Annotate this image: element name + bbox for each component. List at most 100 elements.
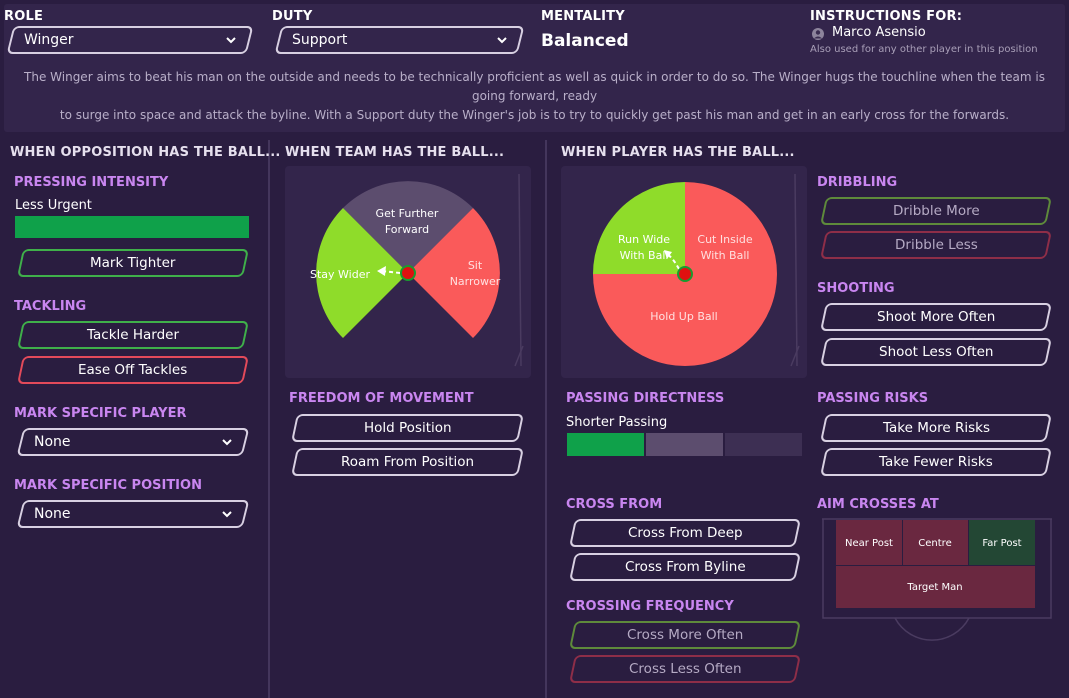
button-label: Roam From Position — [340, 454, 475, 470]
wheel-label-stay-wider: Stay Wider — [310, 268, 370, 281]
passing-directness-segment[interactable] — [567, 433, 644, 456]
button-label: Cross Less Often — [628, 661, 742, 677]
wheel-label-run-wide: Run Wide — [618, 233, 670, 246]
passing-directness-title: PASSING DIRECTNESS — [566, 391, 725, 406]
player-position-marker[interactable] — [677, 266, 693, 282]
mark-specific-position-title: MARK SPECIFIC POSITION — [14, 478, 202, 493]
wheel-label-cut-inside: Cut Inside — [697, 233, 752, 246]
player-name[interactable]: Marco Asensio — [832, 25, 926, 40]
arrow-head-icon — [377, 266, 386, 276]
aim-near-post-label: Near Post — [845, 538, 893, 549]
aim-far-post-zone[interactable]: Far Post — [969, 520, 1035, 565]
cross-less-often-button[interactable]: Cross Less Often — [569, 655, 801, 683]
shoot-more-often-button[interactable]: Shoot More Often — [820, 303, 1052, 331]
aim-near-post-zone[interactable]: Near Post — [836, 520, 902, 565]
role-select[interactable]: Winger — [6, 26, 254, 54]
chevron-down-icon — [222, 511, 232, 518]
aim-centre-zone[interactable]: Centre — [903, 520, 968, 565]
passing-directness-segment[interactable] — [646, 433, 723, 456]
button-label: Cross From Deep — [627, 525, 743, 541]
mark-tighter-button[interactable]: Mark Tighter — [17, 249, 249, 277]
team-movement-wheel[interactable]: Get Further Forward Stay Wider Sit Narro… — [285, 166, 531, 378]
ease-off-tackles-button[interactable]: Ease Off Tackles — [17, 356, 249, 384]
button-label: Take More Risks — [882, 420, 990, 436]
passing-directness-value: Shorter Passing — [566, 415, 668, 430]
wheel-segment-run-wide-with-ball[interactable] — [593, 182, 685, 274]
wheel-segment-hold-up-ball[interactable] — [593, 274, 777, 366]
button-label: Hold Position — [363, 420, 452, 436]
aim-far-post-label: Far Post — [982, 538, 1021, 549]
also-used-note: Also used for any other player in this p… — [810, 44, 1038, 55]
passing-risks-title: PASSING RISKS — [817, 391, 929, 406]
dribbling-title: DRIBBLING — [817, 175, 898, 190]
player-section-title: WHEN PLAYER HAS THE BALL... — [561, 145, 795, 160]
button-label: Cross More Often — [626, 627, 744, 643]
chevron-down-icon — [222, 439, 232, 446]
opposition-section-title: WHEN OPPOSITION HAS THE BALL... — [10, 145, 281, 160]
shooting-title: SHOOTING — [817, 281, 895, 296]
chevron-down-icon — [226, 37, 236, 44]
dribble-more-button[interactable]: Dribble More — [820, 197, 1052, 225]
crossing-frequency-title: CROSSING FREQUENCY — [566, 599, 734, 614]
duty-select[interactable]: Support — [274, 26, 525, 54]
cross-from-deep-button[interactable]: Cross From Deep — [569, 519, 801, 547]
button-label: Ease Off Tackles — [78, 362, 188, 378]
role-description-line-1: The Winger aims to beat his man on the o… — [24, 70, 1045, 103]
wheel-segment-sit-narrower[interactable] — [408, 208, 500, 338]
button-label: Tackle Harder — [86, 327, 180, 343]
mark-specific-player-select[interactable]: None — [16, 428, 250, 456]
take-fewer-risks-button[interactable]: Take Fewer Risks — [820, 448, 1052, 476]
hold-position-button[interactable]: Hold Position — [291, 414, 524, 442]
cross-from-title: CROSS FROM — [566, 497, 663, 512]
duty-label: DUTY — [272, 9, 313, 24]
mark-specific-player-value: None — [34, 434, 71, 450]
cross-from-byline-button[interactable]: Cross From Byline — [569, 553, 801, 581]
cross-more-often-button[interactable]: Cross More Often — [569, 621, 801, 649]
wheel-label-forward: Forward — [385, 223, 429, 236]
button-label: Cross From Byline — [624, 559, 746, 575]
player-position-marker[interactable] — [400, 265, 416, 281]
wheel-segment-get-further-forward[interactable] — [343, 181, 473, 273]
aim-crosses-pitch: Near Post Centre Far Post Target Man — [822, 518, 1052, 641]
role-header-panel — [4, 4, 1065, 132]
freedom-of-movement-title: FREEDOM OF MOVEMENT — [289, 391, 474, 406]
take-more-risks-button[interactable]: Take More Risks — [820, 414, 1052, 442]
wheel-segment-stay-wider[interactable] — [316, 208, 408, 338]
pressing-intensity-bar[interactable] — [15, 216, 249, 238]
role-description-line-2: to surge into space and attack the bylin… — [59, 108, 1010, 122]
mark-specific-position-select[interactable]: None — [16, 500, 250, 528]
roam-from-position-button[interactable]: Roam From Position — [291, 448, 524, 476]
button-label: Dribble Less — [894, 237, 978, 253]
button-label: Take Fewer Risks — [879, 454, 993, 470]
pressing-intensity-value: Less Urgent — [15, 198, 92, 213]
aim-target-man-label: Target Man — [906, 582, 962, 593]
pressing-intensity-title: PRESSING INTENSITY — [14, 175, 169, 190]
team-section-title: WHEN TEAM HAS THE BALL... — [285, 145, 505, 160]
mentality-value: Balanced — [541, 31, 629, 51]
dribble-less-button[interactable]: Dribble Less — [820, 231, 1052, 259]
role-label: ROLE — [4, 9, 44, 24]
wheel-label-sit: Sit — [468, 259, 483, 272]
button-label: Shoot Less Often — [878, 344, 994, 360]
player-ball-wheel[interactable]: Run Wide With Ball Cut Inside With Ball … — [561, 166, 807, 378]
wheel-label-get-further: Get Further — [376, 207, 439, 220]
player-avatar-icon — [812, 28, 824, 40]
chevron-down-icon — [497, 37, 507, 44]
tackling-title: TACKLING — [14, 299, 87, 314]
tackle-harder-button[interactable]: Tackle Harder — [17, 321, 249, 349]
wheel-label-with-ball-right: With Ball — [701, 249, 750, 262]
passing-directness-bar[interactable] — [567, 433, 802, 456]
wheel-segment-cut-inside-with-ball[interactable] — [685, 182, 777, 274]
passing-directness-segment[interactable] — [725, 433, 802, 456]
column-divider — [545, 140, 547, 698]
wheel-label-narrower: Narrower — [450, 275, 501, 288]
aim-crosses-at-title: AIM CROSSES AT — [817, 497, 939, 512]
instructions-for-label: INSTRUCTIONS FOR: — [810, 9, 963, 24]
button-label: Shoot More Often — [876, 309, 996, 325]
aim-centre-label: Centre — [918, 538, 951, 549]
wheel-label-with-ball: With Ball — [620, 249, 669, 262]
role-description: The Winger aims to beat his man on the o… — [8, 68, 1061, 125]
mentality-label: MENTALITY — [541, 9, 625, 24]
aim-target-man-zone[interactable]: Target Man — [836, 566, 1035, 608]
shoot-less-often-button[interactable]: Shoot Less Often — [820, 338, 1052, 366]
